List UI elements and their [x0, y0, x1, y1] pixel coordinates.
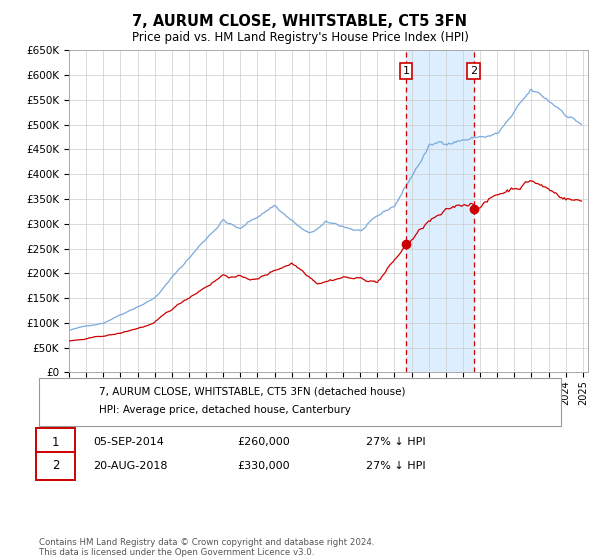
- Text: 20-AUG-2018: 20-AUG-2018: [93, 461, 167, 471]
- Text: 2: 2: [470, 66, 477, 76]
- Text: 7, AURUM CLOSE, WHITSTABLE, CT5 3FN: 7, AURUM CLOSE, WHITSTABLE, CT5 3FN: [133, 14, 467, 29]
- Text: 2: 2: [52, 459, 59, 473]
- Text: HPI: Average price, detached house, Canterbury: HPI: Average price, detached house, Cant…: [99, 405, 351, 415]
- Text: 05-SEP-2014: 05-SEP-2014: [93, 437, 164, 447]
- Text: 1: 1: [52, 436, 59, 449]
- Text: 1: 1: [403, 66, 410, 76]
- Text: Contains HM Land Registry data © Crown copyright and database right 2024.
This d: Contains HM Land Registry data © Crown c…: [39, 538, 374, 557]
- Text: 7, AURUM CLOSE, WHITSTABLE, CT5 3FN (detached house): 7, AURUM CLOSE, WHITSTABLE, CT5 3FN (det…: [99, 386, 406, 396]
- Bar: [406, 50, 473, 372]
- Text: £330,000: £330,000: [237, 461, 290, 471]
- Text: £260,000: £260,000: [237, 437, 290, 447]
- Text: 27% ↓ HPI: 27% ↓ HPI: [366, 461, 425, 471]
- Text: Price paid vs. HM Land Registry's House Price Index (HPI): Price paid vs. HM Land Registry's House …: [131, 31, 469, 44]
- Text: 27% ↓ HPI: 27% ↓ HPI: [366, 437, 425, 447]
